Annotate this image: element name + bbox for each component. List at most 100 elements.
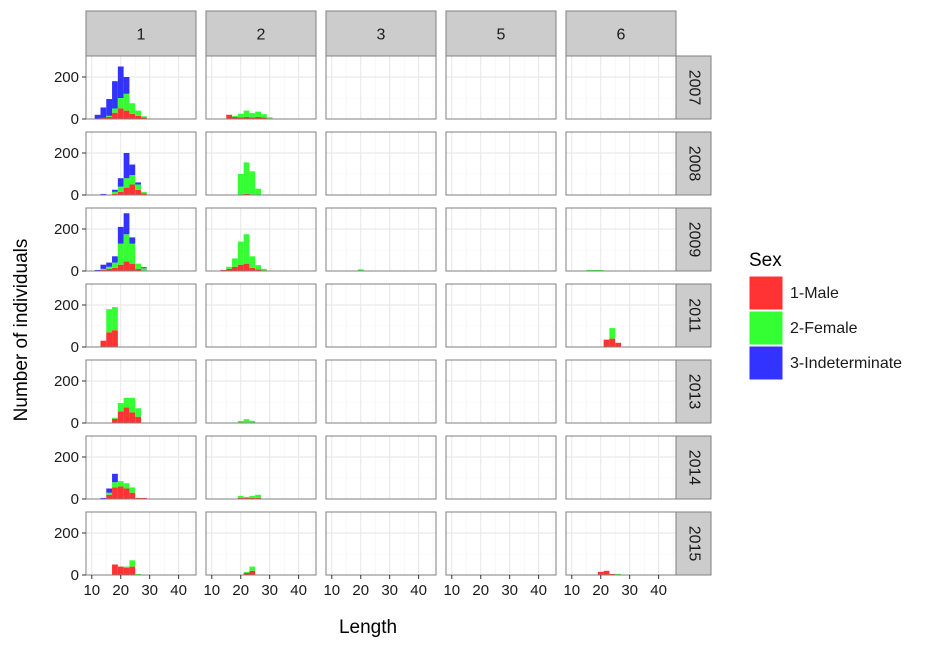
histogram-bar	[237, 113, 244, 118]
histogram-bar	[129, 175, 136, 185]
y-tick-label: 200	[54, 373, 79, 390]
panel-background	[446, 132, 556, 195]
panel-background	[206, 512, 316, 575]
facet-panel	[206, 359, 316, 424]
panel-background	[206, 56, 316, 119]
histogram-bar	[249, 420, 256, 423]
panel-border	[565, 511, 677, 576]
panel-border	[205, 131, 317, 196]
panel-border	[565, 55, 677, 120]
x-tick-label: 10	[443, 582, 460, 599]
panel-background	[446, 436, 556, 499]
histogram-bar	[243, 497, 250, 499]
panel-border	[565, 435, 677, 500]
panel-background	[566, 436, 676, 499]
histogram-bar	[129, 103, 136, 114]
y-tick-label: 0	[71, 567, 79, 584]
y-tick-label: 200	[54, 221, 79, 238]
x-tick-label: 20	[472, 582, 489, 599]
panel-background	[446, 208, 556, 271]
panel-background	[446, 360, 556, 423]
histogram-bar	[129, 237, 136, 244]
histogram-bar	[117, 481, 124, 487]
histogram-bar	[249, 497, 256, 499]
row-strip	[675, 131, 712, 196]
panel-border	[325, 283, 437, 348]
histogram-bar	[243, 116, 250, 119]
facet-panel	[446, 359, 556, 424]
histogram-bar	[609, 328, 616, 339]
panel-background	[566, 208, 676, 271]
histogram-bar	[100, 268, 107, 270]
histogram-bar	[129, 113, 136, 119]
y-tick-label: 200	[54, 525, 79, 542]
facet-panel	[326, 359, 436, 424]
histogram-bar	[123, 483, 130, 489]
histogram-bar	[615, 342, 621, 347]
histogram-bar	[123, 93, 130, 111]
panel-border	[205, 435, 317, 500]
histogram-bar	[135, 408, 141, 417]
x-tick-label: 30	[501, 582, 518, 599]
x-tick-label: 40	[650, 582, 667, 599]
panel-border	[205, 283, 317, 348]
histogram-bar	[141, 193, 147, 195]
histogram-bar	[117, 98, 124, 109]
histogram-bar	[129, 243, 136, 264]
y-tick-label: 0	[71, 111, 79, 128]
panel-border	[325, 55, 437, 120]
facet-panel	[326, 131, 436, 196]
panel-background	[326, 56, 436, 119]
panel-border	[325, 435, 437, 500]
histogram-bar	[135, 184, 141, 190]
facet-panel	[206, 207, 316, 272]
histogram-bar	[117, 186, 124, 192]
panel-border	[325, 207, 437, 272]
histogram-bar	[603, 339, 610, 347]
histogram-bar	[243, 110, 250, 117]
histogram-bar	[106, 494, 113, 499]
histogram-bar	[261, 268, 267, 271]
histogram-bar	[135, 115, 141, 119]
panel-border	[445, 55, 557, 120]
row-strip	[675, 511, 712, 576]
histogram-bar	[135, 573, 141, 575]
facet-panel	[206, 435, 316, 500]
histogram-bar	[123, 488, 130, 499]
histogram-bar	[123, 567, 130, 575]
x-tick-label: 30	[621, 582, 638, 599]
histogram-bar	[106, 115, 113, 117]
histogram-bar	[129, 487, 136, 493]
y-tick-label: 200	[54, 69, 79, 86]
histogram-bar	[112, 191, 118, 194]
facet-panel	[566, 131, 676, 196]
panel-border	[445, 511, 557, 576]
histogram-bar	[357, 269, 364, 271]
legend-label: 2-Female	[790, 320, 858, 337]
histogram-bar	[112, 193, 118, 195]
histogram-bar	[243, 572, 250, 575]
panel-border	[85, 207, 197, 272]
histogram-bar	[141, 191, 147, 194]
column-strip	[205, 10, 317, 57]
row-strip-label: 2015	[685, 526, 702, 562]
facet-panel	[326, 283, 436, 348]
x-tick-label: 10	[203, 582, 220, 599]
histogram-bar	[117, 226, 124, 244]
histogram-bar	[112, 189, 118, 192]
facet-panel	[326, 207, 436, 272]
legend-title: Sex	[749, 250, 782, 271]
facet-panel	[86, 435, 196, 500]
histogram-bar	[232, 266, 238, 271]
histogram-bar	[255, 494, 261, 498]
histogram-bar	[112, 330, 118, 347]
panel-border	[445, 207, 557, 272]
panel-border	[445, 435, 557, 500]
histogram-bar	[129, 412, 136, 423]
histogram-bar	[106, 266, 113, 269]
y-tick-label: 0	[71, 263, 79, 280]
histogram-bar	[123, 261, 130, 271]
panel-background	[326, 436, 436, 499]
panel-border	[445, 131, 557, 196]
panel-background	[206, 284, 316, 347]
